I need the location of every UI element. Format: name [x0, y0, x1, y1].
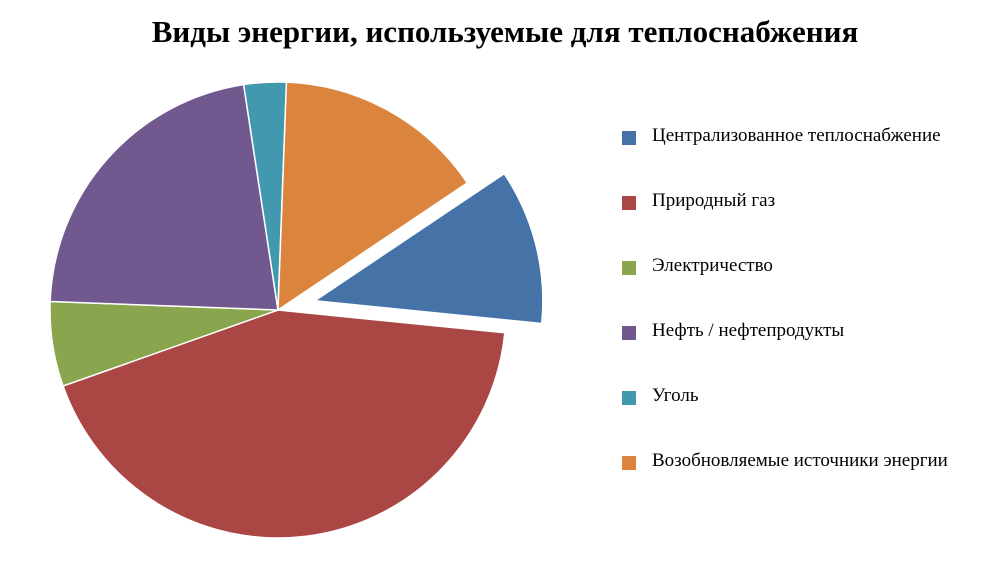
pie-slice — [62, 309, 506, 539]
legend-label: Централизованное теплоснабжение — [652, 125, 941, 146]
legend-label: Электричество — [652, 255, 773, 276]
legend-label: Уголь — [652, 385, 699, 406]
legend-swatch — [622, 456, 636, 470]
legend-swatch — [622, 326, 636, 340]
legend-label: Нефть / нефтепродукты — [652, 320, 845, 341]
legend-swatch — [622, 261, 636, 275]
legend-label: Природный газ — [652, 190, 776, 211]
legend-swatch — [622, 131, 636, 145]
pie-slice — [312, 172, 544, 325]
legend-swatch — [622, 391, 636, 405]
legend-label: Возобновляемые источники энергии — [652, 450, 948, 471]
chart-title: Виды энергии, используемые для теплоснаб… — [151, 14, 859, 49]
pie-slice — [277, 81, 469, 312]
legend-swatch — [622, 196, 636, 210]
pie-slice — [49, 83, 279, 311]
